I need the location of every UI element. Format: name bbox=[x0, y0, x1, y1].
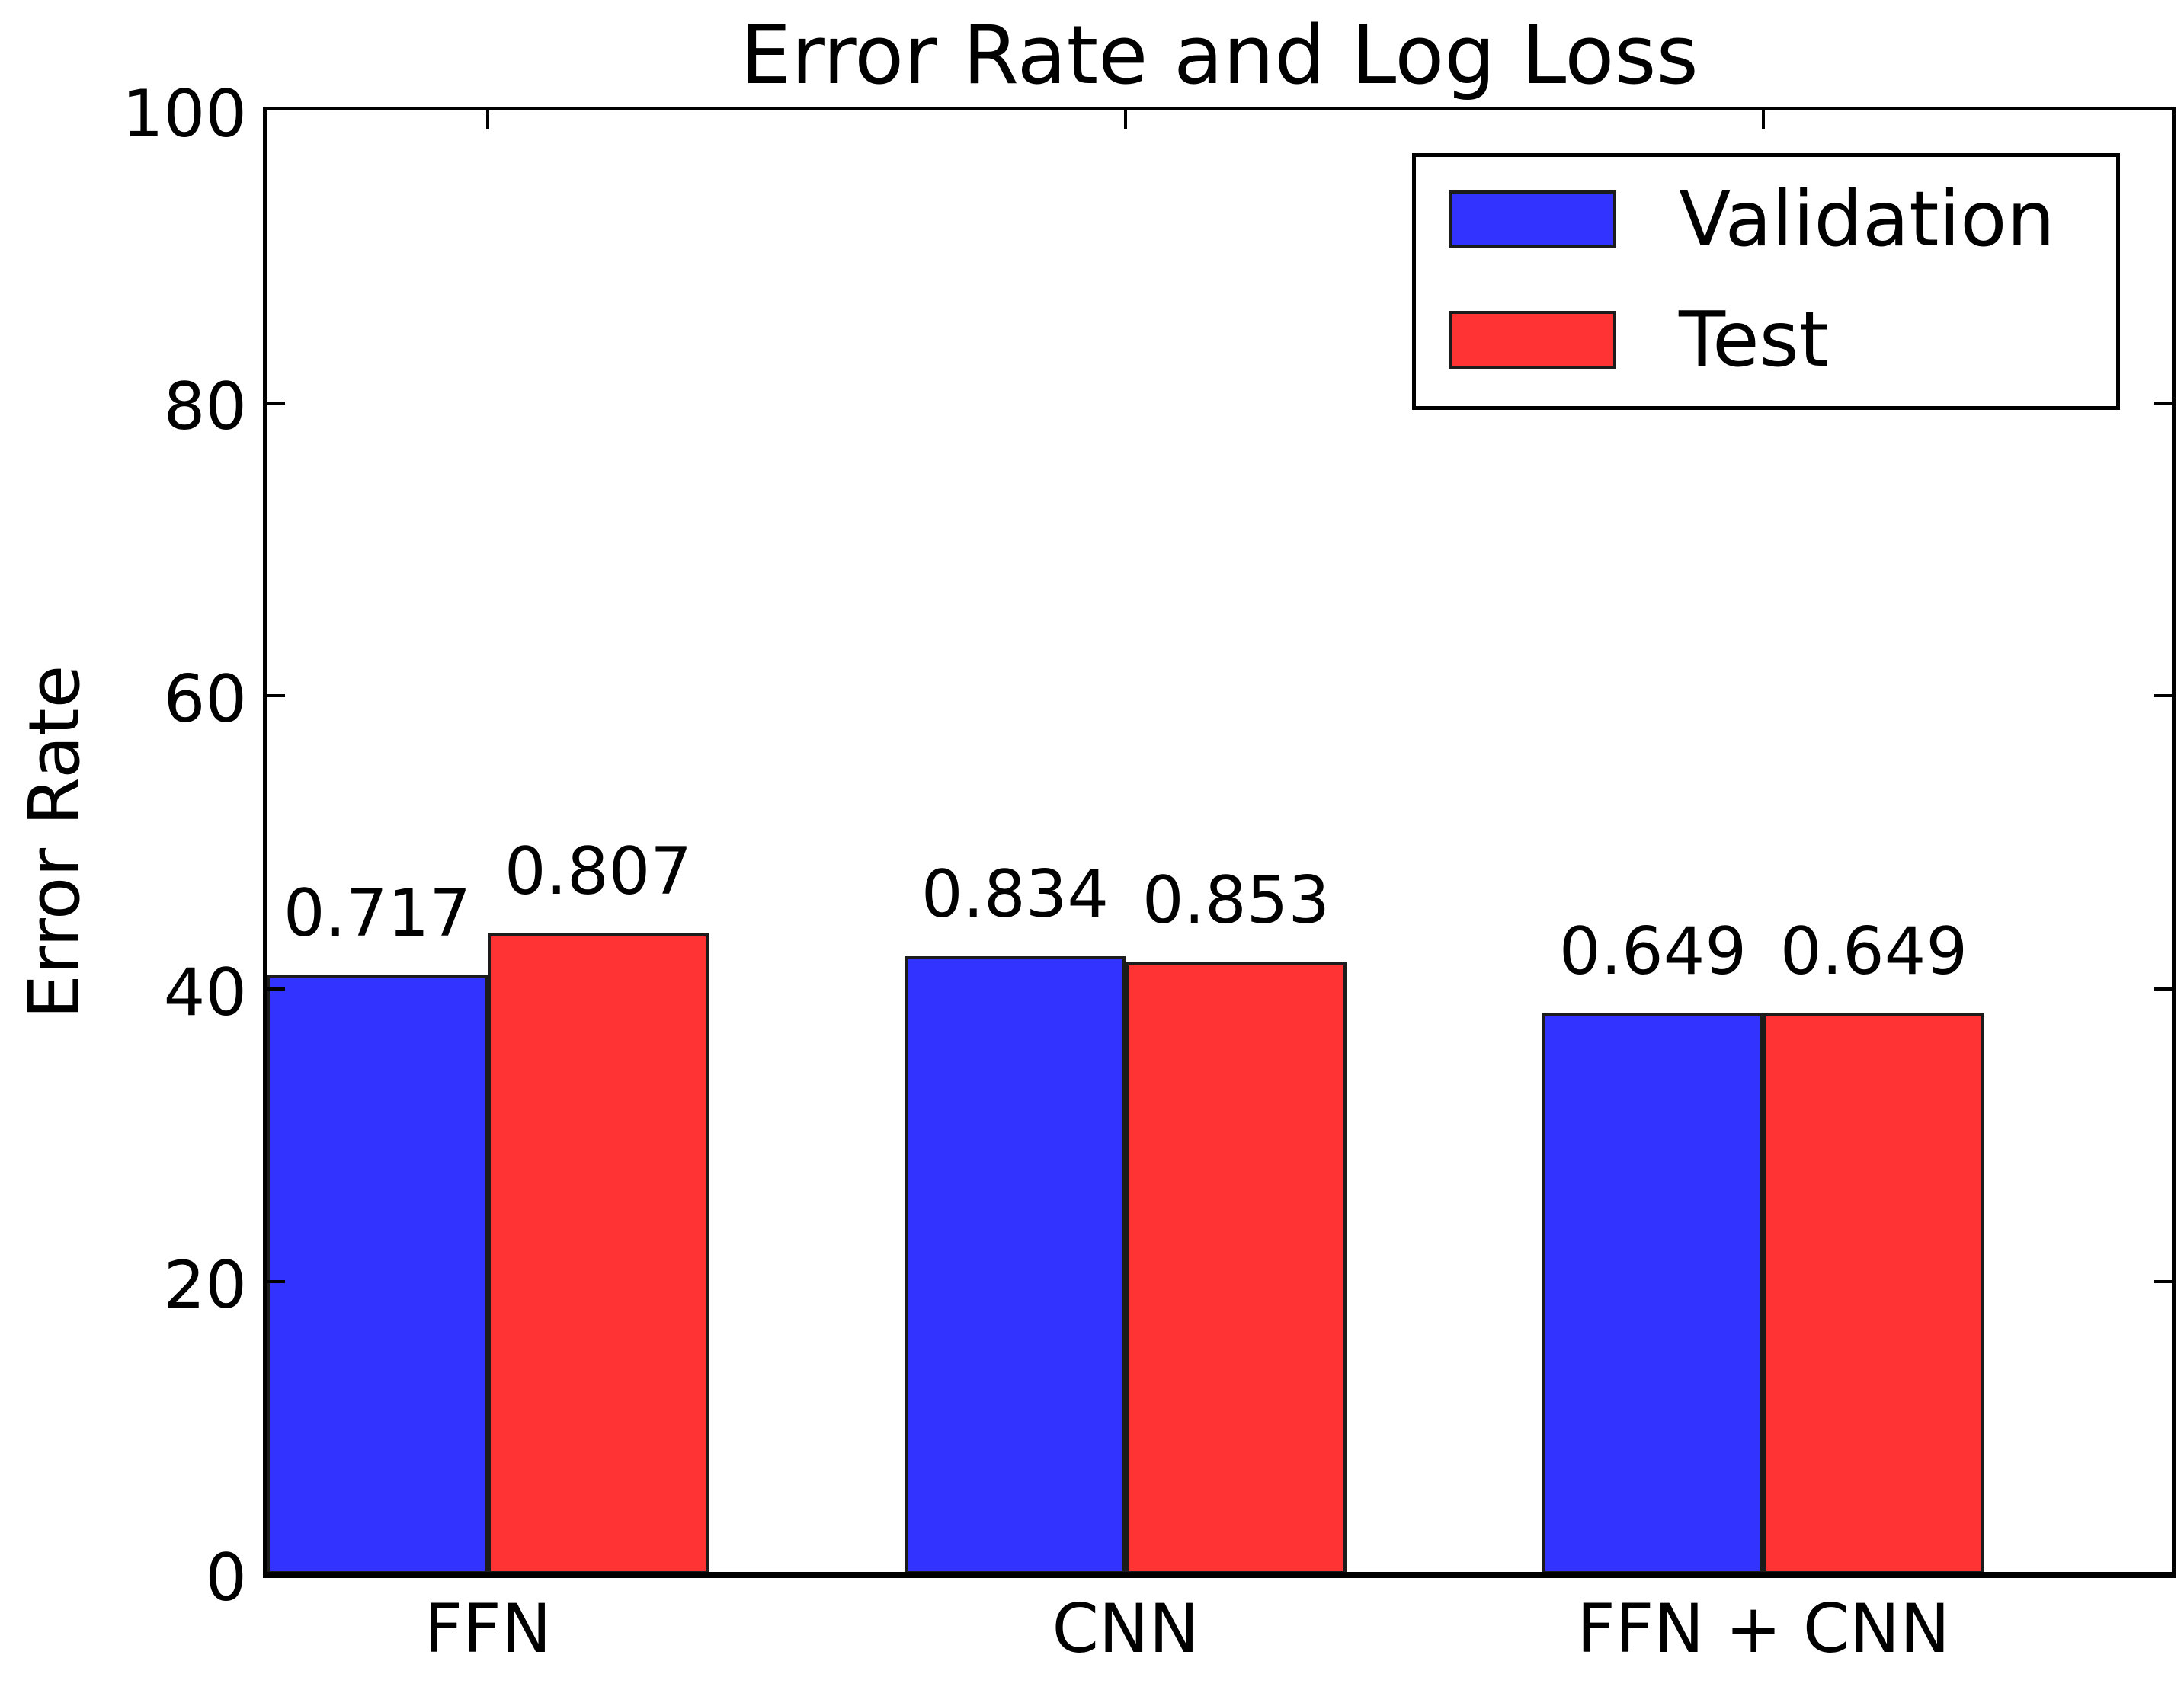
bar-test-ffn+cnn bbox=[1763, 1013, 1984, 1574]
y-tick-right bbox=[2154, 694, 2172, 698]
y-tick-label-60: 60 bbox=[163, 661, 247, 738]
y-tick-label-100: 100 bbox=[121, 76, 247, 152]
chart-title: Error Rate and Log Loss bbox=[740, 8, 1699, 102]
legend-label-test: Test bbox=[1679, 295, 1829, 384]
x-tick-top bbox=[486, 110, 489, 129]
y-tick-label-40: 40 bbox=[163, 954, 247, 1031]
bar-test-ffn bbox=[488, 933, 709, 1574]
y-tick-label-20: 20 bbox=[163, 1247, 247, 1324]
bar-value-label-validation-ffn: 0.717 bbox=[283, 875, 472, 952]
bar-test-cnn bbox=[1126, 962, 1347, 1574]
legend-label-validation: Validation bbox=[1679, 174, 2055, 264]
bar-validation-cnn bbox=[905, 956, 1126, 1574]
y-tick-left bbox=[267, 987, 285, 991]
legend-swatch-test bbox=[1449, 311, 1616, 369]
x-tick-top bbox=[1124, 110, 1127, 129]
y-tick-left bbox=[267, 402, 285, 405]
legend-swatch-validation bbox=[1449, 190, 1616, 248]
x-tick-label-cnn: CNN bbox=[1052, 1589, 1199, 1668]
y-tick-left bbox=[267, 1279, 285, 1283]
bar-value-label-test-cnn: 0.853 bbox=[1142, 863, 1331, 939]
x-axis-line bbox=[263, 1572, 2176, 1576]
bar-value-label-validation-cnn: 0.834 bbox=[921, 856, 1110, 933]
bar-value-label-test-ffn: 0.807 bbox=[504, 833, 693, 910]
bar-validation-ffn bbox=[267, 975, 488, 1574]
bar-value-label-validation-ffn+cnn: 0.649 bbox=[1558, 914, 1747, 991]
y-tick-label-0: 0 bbox=[205, 1540, 247, 1616]
y-axis-label: Error Rate bbox=[14, 664, 95, 1019]
y-tick-right bbox=[2154, 1279, 2172, 1283]
x-tick-label-ffn+cnn: FFN + CNN bbox=[1577, 1589, 1950, 1668]
y-tick-label-80: 80 bbox=[163, 369, 247, 446]
x-tick-label-ffn: FFN bbox=[424, 1589, 552, 1668]
bar-validation-ffn+cnn bbox=[1542, 1013, 1763, 1574]
bar-value-label-test-ffn+cnn: 0.649 bbox=[1779, 914, 1968, 991]
y-tick-right bbox=[2154, 987, 2172, 991]
y-tick-left bbox=[267, 694, 285, 698]
x-tick-top bbox=[1762, 110, 1765, 129]
y-tick-right bbox=[2154, 402, 2172, 405]
legend-box: Validation Test bbox=[1412, 153, 2120, 410]
